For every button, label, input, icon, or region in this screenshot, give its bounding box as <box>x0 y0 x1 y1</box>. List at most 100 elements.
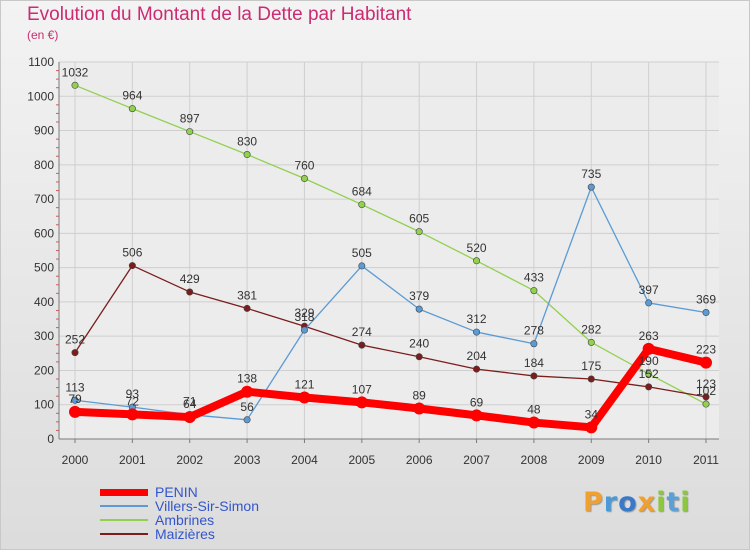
y-tick-label: 500 <box>34 261 54 275</box>
y-tick-label: 1000 <box>27 89 54 103</box>
data-point-maizi-res <box>186 288 194 296</box>
x-tick-label: 2003 <box>234 453 261 467</box>
series-line-maizi-res <box>74 264 707 398</box>
data-label-penin: 69 <box>470 395 484 409</box>
y-tick-label: 200 <box>34 363 54 377</box>
data-point-villers-sir-simon <box>300 326 308 334</box>
data-label-villers-sir-simon: 369 <box>696 293 716 307</box>
legend-label: PENIN <box>155 484 198 500</box>
data-label-ambrines: 282 <box>581 322 601 336</box>
y-tick-label: 100 <box>34 398 54 412</box>
data-point-penin <box>470 409 483 422</box>
x-tick-label: 2005 <box>348 453 375 467</box>
y-tick-label: 900 <box>34 124 54 138</box>
data-point-villers-sir-simon <box>645 299 653 307</box>
data-label-ambrines: 964 <box>122 89 142 103</box>
legend-swatch <box>100 488 148 496</box>
data-point-villers-sir-simon <box>473 328 481 336</box>
data-point-penin <box>69 405 81 418</box>
data-point-villers-sir-simon <box>358 262 366 270</box>
x-tick-label: 2006 <box>406 453 433 467</box>
data-point-ambrines <box>702 400 710 408</box>
data-point-penin <box>183 411 196 424</box>
data-point-maizi-res <box>128 262 136 270</box>
data-label-penin: 72 <box>126 394 140 408</box>
data-label-ambrines: 897 <box>180 112 200 126</box>
data-point-ambrines <box>473 257 481 265</box>
data-point-villers-sir-simon <box>530 340 538 348</box>
x-tick-label: 2007 <box>463 453 490 467</box>
series-line-penin <box>71 344 710 432</box>
data-label-villers-sir-simon: 56 <box>240 400 254 414</box>
data-label-ambrines: 102 <box>696 384 716 398</box>
data-point-penin <box>241 385 254 398</box>
data-point-ambrines <box>128 105 136 113</box>
data-label-villers-sir-simon: 113 <box>65 380 84 394</box>
data-label-maizi-res: 329 <box>294 306 314 320</box>
data-label-maizi-res: 274 <box>352 325 372 339</box>
data-point-maizi-res <box>473 365 481 373</box>
data-label-maizi-res: 429 <box>180 272 200 286</box>
data-label-penin: 107 <box>352 382 372 396</box>
data-label-penin: 138 <box>237 372 257 386</box>
data-point-maizi-res <box>358 341 366 349</box>
logo-letter: i <box>680 487 691 518</box>
data-label-ambrines: 760 <box>294 159 314 173</box>
legend-swatch <box>100 519 148 521</box>
data-label-maizi-res: 175 <box>581 359 601 373</box>
data-label-maizi-res: 184 <box>524 356 544 370</box>
data-point-penin <box>355 396 368 409</box>
data-label-maizi-res: 123 <box>696 377 716 391</box>
data-point-ambrines <box>587 338 595 346</box>
legend-swatch <box>100 533 148 535</box>
data-point-ambrines <box>358 201 366 209</box>
data-label-penin: 34 <box>585 407 599 421</box>
data-point-maizi-res <box>702 393 710 401</box>
logo-letter: t <box>666 487 681 518</box>
data-point-ambrines <box>186 128 194 136</box>
data-point-penin <box>527 416 540 429</box>
data-point-villers-sir-simon <box>587 183 595 191</box>
data-label-ambrines: 190 <box>639 354 659 368</box>
data-point-ambrines <box>71 81 79 89</box>
data-label-ambrines: 1032 <box>62 65 89 79</box>
data-point-maizi-res <box>243 304 251 312</box>
data-point-penin <box>642 342 655 355</box>
data-point-penin <box>700 356 712 369</box>
data-point-ambrines <box>300 175 308 183</box>
y-tick-label: 0 <box>47 432 54 446</box>
data-point-maizi-res <box>587 375 595 383</box>
data-label-penin: 79 <box>68 392 82 406</box>
logo-letter: P <box>583 487 604 518</box>
data-label-maizi-res: 381 <box>237 288 257 302</box>
data-point-ambrines <box>530 287 538 295</box>
data-label-ambrines: 684 <box>352 185 372 199</box>
chart-subtitle: (en €) <box>27 28 59 42</box>
logo-letter: r <box>603 487 619 518</box>
x-tick-label: 2009 <box>578 453 605 467</box>
x-tick-label: 2010 <box>635 453 662 467</box>
data-label-villers-sir-simon: 312 <box>467 312 487 326</box>
data-point-penin <box>585 421 598 434</box>
data-point-ambrines <box>415 228 423 236</box>
data-label-ambrines: 433 <box>524 271 544 285</box>
data-point-penin <box>413 402 426 415</box>
data-point-villers-sir-simon <box>415 305 423 313</box>
data-label-villers-sir-simon: 278 <box>524 324 544 338</box>
plot-area <box>59 62 719 439</box>
x-tick-label: 2000 <box>62 453 89 467</box>
data-label-penin: 48 <box>527 403 541 417</box>
data-point-villers-sir-simon <box>71 396 79 404</box>
data-label-villers-sir-simon: 93 <box>126 387 140 401</box>
chart-title: Evolution du Montant de la Dette par Hab… <box>27 4 412 25</box>
proxiti-logo: Proxiti <box>583 487 691 518</box>
data-label-maizi-res: 240 <box>409 337 429 351</box>
data-label-penin: 64 <box>183 397 197 411</box>
series-line-ambrines <box>74 84 707 405</box>
legend-label: Maizières <box>155 526 215 542</box>
data-point-maizi-res <box>71 349 79 357</box>
x-tick-label: 2002 <box>176 453 203 467</box>
logo-letter: i <box>656 487 667 518</box>
logo-letter: x <box>637 487 657 518</box>
data-label-penin: 223 <box>696 343 716 357</box>
